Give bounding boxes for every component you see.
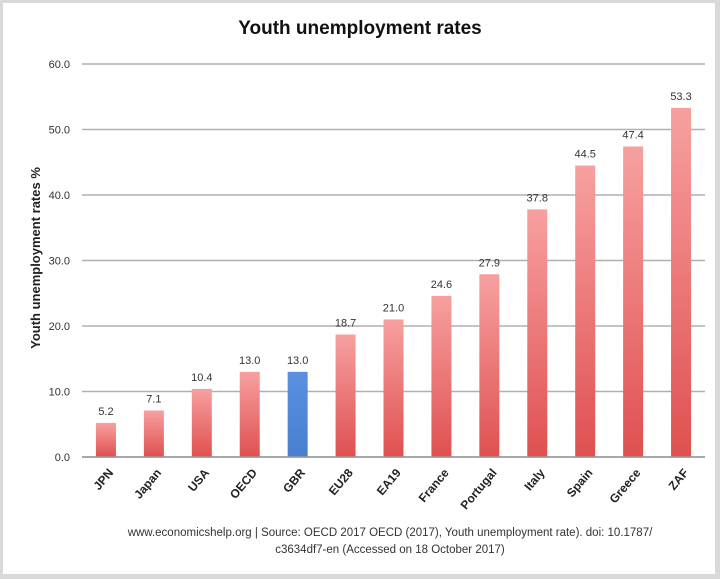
data-label: 24.6 [431, 279, 452, 291]
data-label: 47.4 [622, 130, 643, 142]
x-tick-label: France [416, 466, 452, 505]
bar-portugal [479, 274, 500, 457]
bar-italy [527, 209, 548, 457]
source-note: www.economicshelp.org | Source: OECD 201… [90, 525, 690, 559]
source-line-2: c3634df7-en (Accessed on 18 October 2017… [275, 544, 505, 556]
x-tick-label: EU28 [326, 466, 356, 498]
bar-japan [143, 410, 164, 457]
x-tick-label: EA19 [374, 466, 404, 498]
x-tick-label: JPN [91, 466, 117, 493]
data-label: 13.0 [239, 355, 260, 367]
x-tick-label: Spain [564, 466, 596, 500]
y-tick-label: 50.0 [49, 125, 70, 137]
data-label: 13.0 [287, 355, 308, 367]
x-tick-label: Greece [607, 466, 644, 506]
data-label: 21.0 [383, 302, 404, 314]
x-tick-label: Japan [131, 466, 164, 502]
bar-greece [623, 146, 644, 457]
chart-frame [3, 3, 715, 574]
y-tick-label: 0.0 [55, 452, 70, 464]
bar-ea19 [383, 319, 404, 457]
data-label: 5.2 [98, 406, 113, 418]
bar-eu28 [335, 334, 356, 457]
bar-usa [191, 388, 212, 457]
x-tick-label: Italy [521, 466, 547, 494]
x-tick-label: GBR [280, 466, 308, 496]
bar-spain [575, 165, 596, 457]
bar-france [431, 295, 452, 457]
y-tick-label: 10.0 [49, 387, 70, 399]
bar-gbr [287, 371, 308, 457]
data-label: 10.4 [191, 372, 212, 384]
data-label: 37.8 [527, 192, 548, 204]
bar-jpn [95, 422, 116, 457]
bar-oecd [239, 371, 260, 457]
x-tick-label: Portugal [458, 466, 500, 512]
y-tick-label: 60.0 [49, 59, 70, 71]
x-tick-label: ZAF [666, 466, 692, 493]
data-label: 27.9 [479, 257, 500, 269]
y-axis-label: Youth unemployment rates % [28, 167, 43, 349]
y-tick-label: 40.0 [49, 190, 70, 202]
data-label: 53.3 [670, 91, 691, 103]
chart-title: Youth unemployment rates [238, 18, 482, 39]
x-tick-label: USA [185, 466, 212, 495]
bar-zaf [671, 107, 692, 457]
data-label: 7.1 [146, 393, 161, 405]
x-tick-label: OECD [227, 466, 260, 502]
source-line-1: www.economicshelp.org | Source: OECD 201… [127, 527, 653, 539]
data-label: 18.7 [335, 318, 356, 330]
data-label: 44.5 [574, 149, 595, 161]
y-tick-label: 30.0 [49, 256, 70, 268]
y-tick-label: 20.0 [49, 321, 70, 333]
